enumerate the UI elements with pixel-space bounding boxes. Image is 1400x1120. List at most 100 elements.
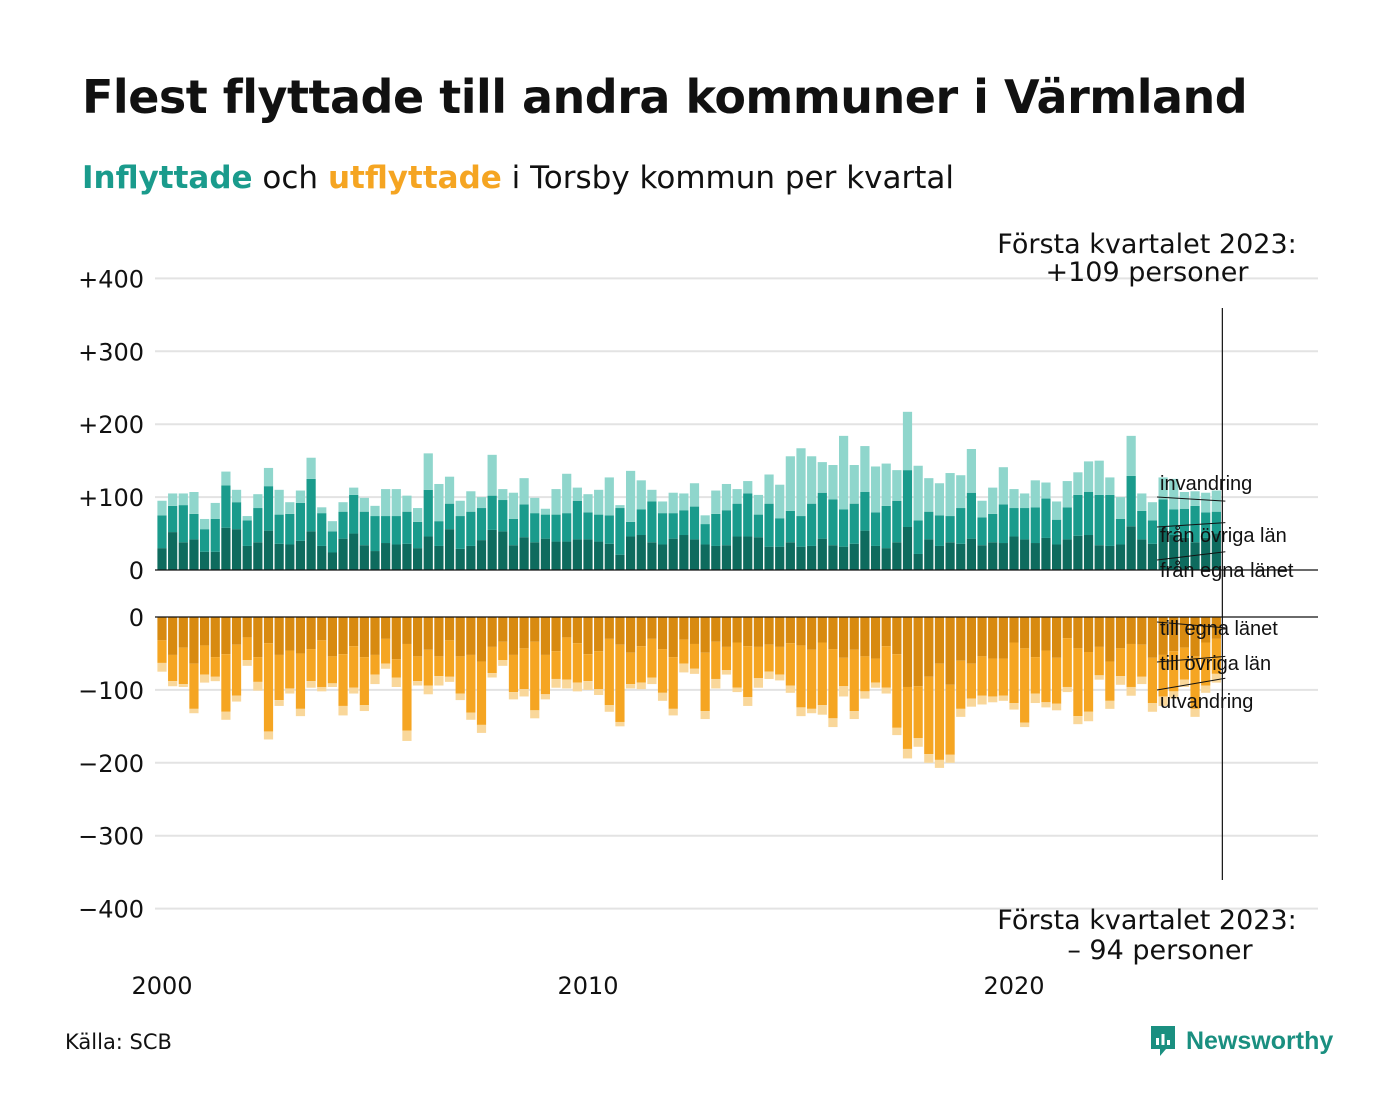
bar-segment (434, 656, 444, 677)
bar-segment (732, 617, 742, 643)
bar-segment (434, 617, 444, 657)
subtitle-rest: i Torsby kommun per kvartal (501, 160, 955, 196)
bar-segment (902, 748, 913, 759)
bar-segment (178, 493, 188, 506)
bar-segment (391, 677, 401, 687)
bar-segment (1147, 703, 1158, 712)
bar-segment (210, 617, 220, 658)
bar-segment (231, 695, 242, 702)
bar-segment (253, 494, 263, 509)
bar-segment (892, 500, 902, 543)
bar-segment (551, 514, 561, 542)
bar-segment (860, 617, 870, 657)
bar-segment (1073, 648, 1083, 717)
bar-segment (1211, 617, 1221, 639)
bar-segment (796, 707, 806, 717)
bar-segment (764, 644, 774, 672)
bar-segment (700, 515, 710, 525)
bar-segment (711, 513, 721, 546)
bar-segment (1201, 492, 1211, 513)
bar-segment (466, 654, 476, 713)
bar-segment (317, 686, 327, 692)
bar-segment (956, 617, 966, 661)
y-tick-label: −200 (78, 750, 144, 778)
bar-segment (476, 508, 487, 541)
bar-segment (998, 617, 1008, 659)
bar-segment (1041, 498, 1051, 538)
bar-segment (870, 466, 881, 513)
legend-leader-line (1156, 677, 1226, 691)
bar-segment (391, 489, 401, 517)
bar-segment (721, 483, 732, 511)
bar-segment (381, 516, 391, 544)
bar-segment (1052, 519, 1062, 545)
bar-segment (988, 696, 998, 703)
bar-segment (711, 617, 721, 642)
bar-segment (466, 712, 476, 720)
bar-segment (817, 492, 827, 539)
bar-segment (892, 727, 902, 736)
bar-segment (966, 492, 976, 539)
bar-segment (295, 502, 306, 541)
bar-segment (1190, 656, 1200, 709)
bar-segment (657, 649, 668, 693)
bar-segment (721, 670, 732, 675)
bar-segment (1073, 494, 1083, 536)
bar-segment (423, 649, 433, 686)
bar-segment (594, 489, 604, 515)
bar-segment (221, 654, 231, 712)
legend-label: från egna länet (1160, 560, 1294, 582)
bar-segment (1041, 702, 1051, 708)
legend-leader-line (1156, 621, 1226, 629)
bar-segment (594, 617, 604, 652)
bar-segment (381, 543, 391, 570)
bar-segment (1115, 497, 1126, 519)
bar-segment (1115, 544, 1126, 570)
bar-segment (508, 492, 519, 519)
bar-segment (189, 663, 199, 709)
bar-segment (327, 617, 337, 657)
bar-segment (796, 448, 806, 517)
bar-segment (359, 545, 369, 570)
bar-segment (711, 490, 721, 514)
bar-segment (338, 705, 348, 716)
bar-segment (657, 544, 668, 570)
bar-segment (828, 617, 838, 650)
source-note: Källa: SCB (65, 1030, 172, 1054)
bar-segment (231, 529, 242, 570)
bar-segment (530, 513, 540, 543)
bar-segment (977, 500, 987, 518)
bar-segment (966, 663, 976, 699)
bar-segment (668, 657, 678, 709)
bar-segment (657, 501, 668, 514)
bar-segment (583, 512, 593, 540)
bar-segment (487, 529, 497, 570)
x-tick-label: 2020 (983, 972, 1044, 1000)
bar-segment (1126, 526, 1136, 570)
bar-segment (817, 642, 827, 706)
bar-segment (551, 541, 561, 570)
y-tick-label: +300 (78, 338, 144, 366)
bar-segment (636, 646, 646, 683)
bar-segment (1105, 700, 1115, 709)
bar-segment (828, 499, 838, 546)
newsworthy-logo-icon (1151, 1026, 1175, 1056)
bar-segment (1052, 657, 1062, 704)
bar-segment (934, 759, 945, 768)
bar-segment (668, 617, 678, 658)
bar-segment (785, 643, 795, 686)
bar-segment (1083, 461, 1094, 492)
bar-segment (1211, 490, 1221, 512)
bar-segment (689, 643, 700, 669)
bar-segment (391, 617, 401, 660)
bar-segment (785, 685, 795, 693)
bar-segment (1179, 537, 1189, 570)
bar-segment (562, 473, 572, 514)
bar-segment (679, 535, 689, 570)
bar-segment (1105, 545, 1115, 570)
bar-segment (1094, 675, 1104, 680)
bar-segment (998, 467, 1008, 505)
legend-leader-line (1156, 655, 1226, 663)
bar-segment (317, 640, 327, 687)
bar-segment (370, 551, 380, 570)
